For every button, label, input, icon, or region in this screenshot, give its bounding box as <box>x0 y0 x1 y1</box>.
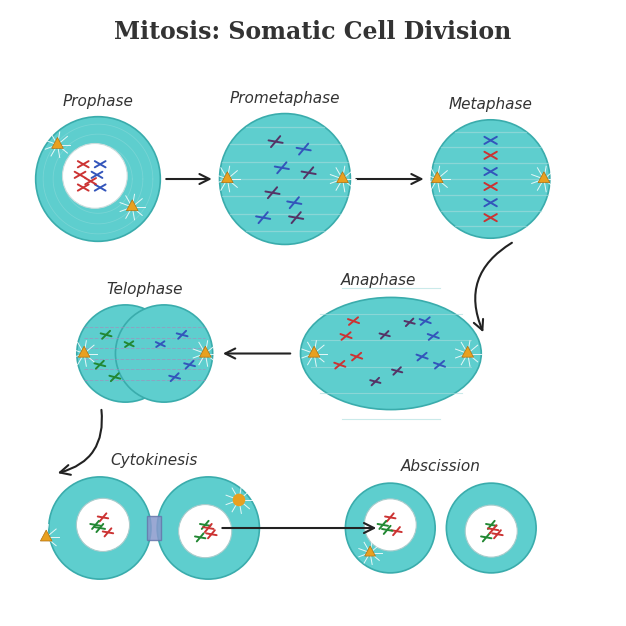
Polygon shape <box>52 138 63 148</box>
Polygon shape <box>126 200 138 211</box>
Ellipse shape <box>300 297 481 409</box>
Text: Telophase: Telophase <box>106 282 183 297</box>
Circle shape <box>36 116 160 242</box>
Circle shape <box>49 477 151 579</box>
Text: Anaphase: Anaphase <box>341 273 416 288</box>
Circle shape <box>233 495 245 506</box>
Circle shape <box>76 498 130 552</box>
Polygon shape <box>337 172 349 183</box>
Polygon shape <box>222 172 233 183</box>
Circle shape <box>465 505 517 557</box>
Circle shape <box>115 305 213 402</box>
Circle shape <box>77 305 174 402</box>
Polygon shape <box>78 346 90 357</box>
Text: Mitosis: Somatic Cell Division: Mitosis: Somatic Cell Division <box>115 20 511 44</box>
Polygon shape <box>200 346 211 357</box>
Text: Prometaphase: Prometaphase <box>230 91 340 106</box>
Circle shape <box>157 477 259 579</box>
Polygon shape <box>365 546 376 556</box>
Circle shape <box>63 143 127 208</box>
Polygon shape <box>308 346 320 357</box>
Bar <box>147 516 161 540</box>
Polygon shape <box>462 346 473 357</box>
Circle shape <box>431 120 550 239</box>
Text: Abscission: Abscission <box>401 459 481 474</box>
Text: Prophase: Prophase <box>63 94 133 109</box>
Circle shape <box>220 113 351 244</box>
Circle shape <box>364 499 416 551</box>
Circle shape <box>178 505 232 558</box>
Text: Metaphase: Metaphase <box>449 97 533 112</box>
Polygon shape <box>431 172 443 183</box>
Polygon shape <box>40 530 52 541</box>
Polygon shape <box>538 172 550 183</box>
Text: Cytokinesis: Cytokinesis <box>110 453 198 468</box>
Circle shape <box>346 483 435 573</box>
Circle shape <box>446 483 536 573</box>
